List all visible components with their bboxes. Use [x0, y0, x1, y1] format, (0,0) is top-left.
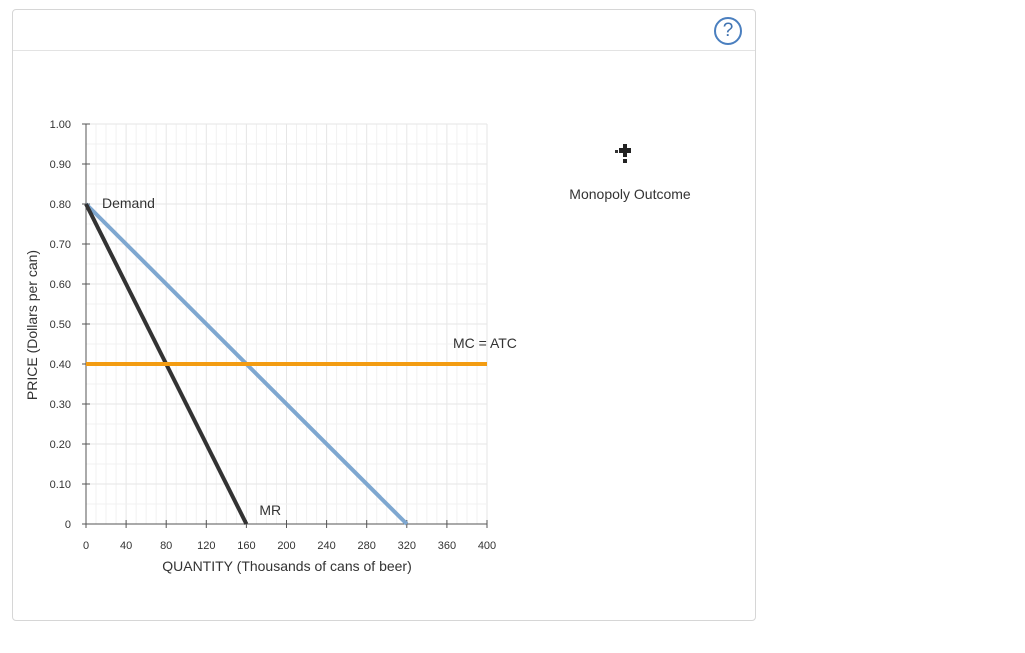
y-tick-label: 0.80	[50, 199, 71, 211]
x-tick-label: 0	[83, 540, 89, 552]
x-tick-label: 240	[317, 540, 335, 552]
series-label-mc-atc: MC = ATC	[453, 335, 517, 351]
y-tick-label: 0.70	[50, 239, 71, 251]
y-tick-label: 0	[65, 519, 71, 531]
chart-ticks: 0 40 80 120 160 200 240 280 320 360 400 0 0.10 0.20 0.…	[50, 119, 497, 552]
series-label-mr: MR	[259, 502, 281, 518]
y-tick-label: 0.30	[50, 399, 71, 411]
x-tick-label: 80	[160, 540, 172, 552]
x-tick-label: 400	[478, 540, 496, 552]
x-tick-label: 120	[197, 540, 215, 552]
y-tick-label: 0.50	[50, 319, 71, 331]
x-axis-title: QUANTITY (Thousands of cans of beer)	[162, 558, 412, 574]
y-axis-title: PRICE (Dollars per can)	[24, 250, 40, 400]
x-tick-label: 160	[237, 540, 255, 552]
x-tick-label: 360	[438, 540, 456, 552]
series-label-demand: Demand	[102, 195, 155, 211]
chart-labels: Demand MR MC = ATC	[102, 195, 517, 518]
x-tick-label: 200	[277, 540, 295, 552]
x-tick-label: 280	[358, 540, 376, 552]
crosshair-plus-icon[interactable]	[612, 141, 638, 165]
y-tick-label: 0.60	[50, 279, 71, 291]
y-tick-label: 0.40	[50, 359, 71, 371]
chart-series	[84, 202, 487, 526]
x-tick-label: 320	[398, 540, 416, 552]
chart-grid	[85, 123, 488, 525]
y-tick-label: 1.00	[50, 119, 71, 131]
panel-header: ?	[13, 10, 755, 51]
help-button[interactable]: ?	[714, 17, 742, 45]
monopoly-outcome-label[interactable]: Monopoly Outcome	[569, 186, 691, 202]
y-tick-label: 0.90	[50, 159, 71, 171]
y-tick-label: 0.20	[50, 439, 71, 451]
y-tick-label: 0.10	[50, 479, 71, 491]
x-tick-label: 40	[120, 540, 132, 552]
